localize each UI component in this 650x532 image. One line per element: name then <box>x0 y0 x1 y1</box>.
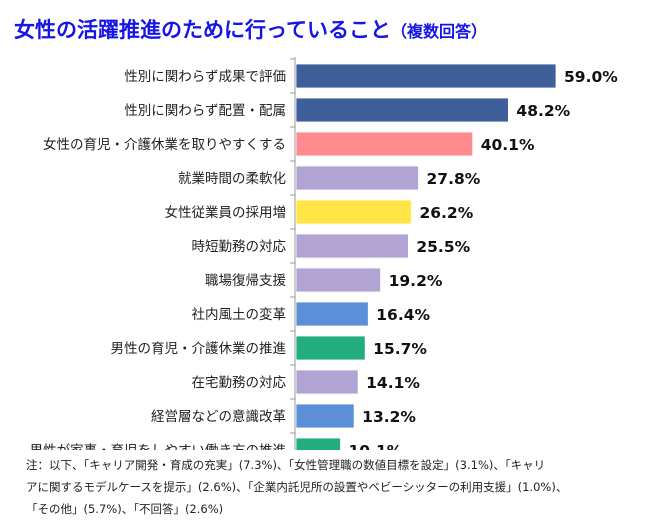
category-label: 就業時間の柔軟化 <box>178 171 286 187</box>
data-label: 19.2% <box>389 272 443 290</box>
data-label: 14.1% <box>366 374 420 392</box>
category-label: 経営層などの意識改革 <box>151 408 286 425</box>
data-label: 13.2% <box>362 408 416 426</box>
bar <box>295 267 382 293</box>
category-label: 性別に関わらず成果で評価 <box>124 69 286 85</box>
data-label: 40.1% <box>481 136 535 154</box>
data-label: 27.8% <box>427 170 481 188</box>
bar <box>295 403 355 429</box>
bar <box>295 335 366 361</box>
category-label: 女性従業員の採用増 <box>165 204 287 221</box>
category-label: 男性が家事・育児をしやすい働き方の推進 <box>30 442 287 450</box>
bar <box>295 301 369 327</box>
bar <box>295 131 474 157</box>
category-label: 時短勤務の対応 <box>192 239 287 255</box>
bar <box>295 233 409 259</box>
bar <box>295 97 509 123</box>
category-label: 職場復帰支援 <box>205 272 286 289</box>
footnote-line: 「その他」(5.7%)、「不回答」(2.6%) <box>26 502 224 516</box>
data-label: 26.2% <box>419 204 473 222</box>
data-label: 16.4% <box>376 306 430 324</box>
data-label: 25.5% <box>416 238 470 256</box>
data-label: 10.1% <box>349 442 403 450</box>
footnote: 注：以下、「キャリア開発・育成の充実」(7.3%)、「女性管理職の数値目標を設定… <box>26 454 636 520</box>
bar <box>295 165 419 191</box>
category-label: 在宅勤務の対応 <box>192 375 287 391</box>
footnote-line: アに関するモデルケースを提示」(2.6%)、「企業内託児所の設置やベビーシッター… <box>26 480 568 494</box>
category-label: 社内風土の変革 <box>192 306 287 323</box>
footnote-line: 注：以下、「キャリア開発・育成の充実」(7.3%)、「女性管理職の数値目標を設定… <box>26 458 546 472</box>
bar <box>295 369 359 395</box>
data-label: 48.2% <box>516 102 570 120</box>
category-label: 性別に関わらず配置・配属 <box>124 103 286 119</box>
data-label: 15.7% <box>373 340 427 358</box>
bar <box>295 199 412 225</box>
data-label: 59.0% <box>564 68 618 86</box>
chart-title-main: 女性の活躍推進のために行っていること <box>14 18 391 42</box>
bar <box>295 437 341 450</box>
chart-title: 女性の活躍推進のために行っていること（複数回答） <box>14 10 487 50</box>
category-label: 男性の育児・介護休業の推進 <box>111 341 287 357</box>
bar <box>295 63 557 89</box>
chart-title-note: （複数回答） <box>390 22 487 41</box>
category-label: 女性の育児・介護休業を取りやすくする <box>43 136 286 153</box>
bar-chart: 性別に関わらず成果で評価 59.0% 性別に関わらず配置・配属 48.2% 女性の育児・… <box>30 57 618 450</box>
